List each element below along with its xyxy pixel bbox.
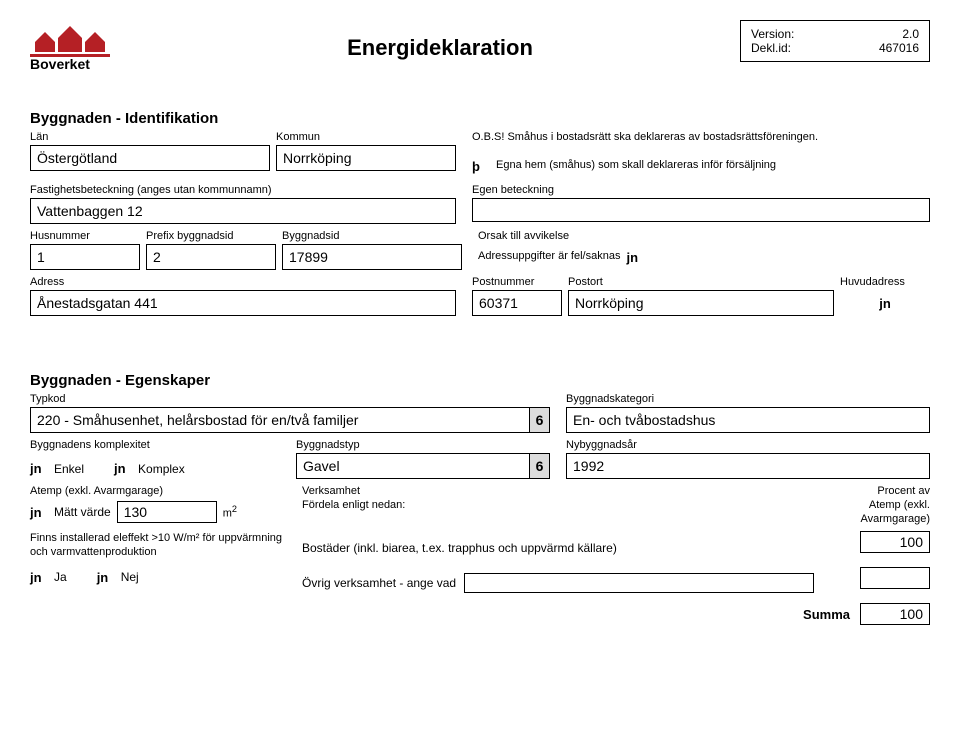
huvudadress-checkbox[interactable]: jn — [876, 296, 894, 311]
husnummer-label: Husnummer — [30, 230, 140, 242]
atemp-label: Atemp (exkl. Avarmgarage) — [30, 485, 290, 497]
byggnadskategori-value: En- och tvåbostadshus — [566, 407, 930, 433]
komplex-label: Komplex — [138, 462, 185, 476]
version-value: 2.0 — [902, 27, 919, 41]
husnummer-input[interactable]: 1 — [30, 244, 140, 270]
procent-ovrig-input[interactable] — [860, 567, 930, 589]
orsak-label: Orsak till avvikelse — [478, 230, 930, 242]
boverket-logo-icon: Boverket — [30, 20, 140, 70]
postort-label: Postort — [568, 276, 834, 288]
eleffekt-text: Finns installerad eleffekt >10 W/m² för … — [30, 531, 290, 560]
postnummer-label: Postnummer — [472, 276, 562, 288]
ja-radio[interactable]: jn — [30, 570, 48, 585]
lan-input[interactable]: Östergötland — [30, 145, 270, 171]
fastighet-input[interactable]: Vattenbaggen 12 — [30, 198, 456, 224]
typkod-dropdown[interactable]: 220 - Småhusenhet, helårsbostad för en/t… — [30, 407, 550, 433]
procent-label-2: Atemp (exkl. — [869, 499, 930, 511]
nej-radio[interactable]: jn — [97, 570, 115, 585]
byggnadsid-input[interactable]: 17899 — [282, 244, 462, 270]
prefix-input[interactable]: 2 — [146, 244, 276, 270]
version-box: Version: 2.0 Dekl.id: 467016 — [740, 20, 930, 62]
egen-input[interactable] — [472, 198, 930, 222]
kommun-input[interactable]: Norrköping — [276, 145, 456, 171]
dropdown-arrow-icon: 6 — [529, 408, 549, 432]
egna-hem-checkbox[interactable]: þ — [472, 159, 490, 174]
byggnadstyp-value: Gavel — [297, 454, 529, 478]
document-title: Energideklaration — [140, 35, 740, 61]
komplexitet-label: Byggnadens komplexitet — [30, 439, 290, 451]
page-header: Boverket Energideklaration Version: 2.0 … — [30, 20, 930, 70]
postort-input[interactable]: Norrköping — [568, 290, 834, 316]
prefix-label: Prefix byggnadsid — [146, 230, 276, 242]
fordela-label: Fördela enligt nedan: — [302, 499, 814, 511]
adress-fel-label: Adressuppgifter är fel/saknas — [478, 250, 620, 262]
typkod-value: 220 - Småhusenhet, helårsbostad för en/t… — [31, 408, 529, 432]
egna-hem-label: Egna hem (småhus) som skall deklareras i… — [496, 159, 776, 171]
enkel-radio[interactable]: jn — [30, 461, 48, 476]
obs-text: O.B.S! Småhus i bostadsrätt ska deklarer… — [472, 131, 930, 143]
byggnadstyp-dropdown[interactable]: Gavel 6 — [296, 453, 550, 479]
huvudadress-label: Huvudadress — [840, 276, 930, 288]
nybyggnadsar-input[interactable]: 1992 — [566, 453, 930, 479]
unit-m2: m2 — [223, 504, 237, 520]
dropdown-arrow-icon: 6 — [529, 454, 549, 478]
verksamhet-label: Verksamhet — [302, 485, 814, 497]
ja-label: Ja — [54, 570, 67, 584]
ovrig-input[interactable] — [464, 573, 814, 593]
byggnadskategori-label: Byggnadskategori — [566, 393, 930, 405]
komplex-radio[interactable]: jn — [114, 461, 132, 476]
lan-label: Län — [30, 131, 270, 143]
logo: Boverket — [30, 20, 140, 70]
nej-label: Nej — [121, 570, 139, 584]
section-identifikation-title: Byggnaden - Identifikation — [30, 110, 930, 127]
svg-text:Boverket: Boverket — [30, 56, 90, 70]
summa-value: 100 — [860, 603, 930, 625]
ovrig-label: Övrig verksamhet - ange vad — [302, 576, 456, 590]
adress-input[interactable]: Ånestadsgatan 441 — [30, 290, 456, 316]
summa-label: Summa — [803, 607, 850, 622]
deklid-value: 467016 — [879, 41, 919, 55]
postnummer-input[interactable]: 60371 — [472, 290, 562, 316]
byggnadstyp-label: Byggnadstyp — [296, 439, 550, 451]
procent-label-1: Procent av — [877, 485, 930, 497]
procent-bostader-input[interactable]: 100 — [860, 531, 930, 553]
matt-varde-label: Mätt värde — [54, 505, 111, 519]
matt-varde-input[interactable]: 130 — [117, 501, 217, 523]
deklid-label: Dekl.id: — [751, 41, 791, 55]
version-label: Version: — [751, 27, 794, 41]
bostader-label: Bostäder (inkl. biarea, t.ex. trapphus o… — [302, 541, 814, 555]
typkod-label: Typkod — [30, 393, 550, 405]
fastighet-label: Fastighetsbeteckning (anges utan kommunn… — [30, 184, 456, 196]
procent-label-3: Avarmgarage) — [861, 513, 931, 525]
enkel-label: Enkel — [54, 462, 84, 476]
kommun-label: Kommun — [276, 131, 456, 143]
matt-varde-radio[interactable]: jn — [30, 505, 48, 520]
adress-fel-checkbox[interactable]: jn — [626, 250, 644, 265]
egen-label: Egen beteckning — [472, 184, 930, 196]
byggnadsid-label: Byggnadsid — [282, 230, 462, 242]
nybyggnadsar-label: Nybyggnadsår — [566, 439, 930, 451]
section-egenskaper-title: Byggnaden - Egenskaper — [30, 372, 930, 389]
adress-label: Adress — [30, 276, 456, 288]
